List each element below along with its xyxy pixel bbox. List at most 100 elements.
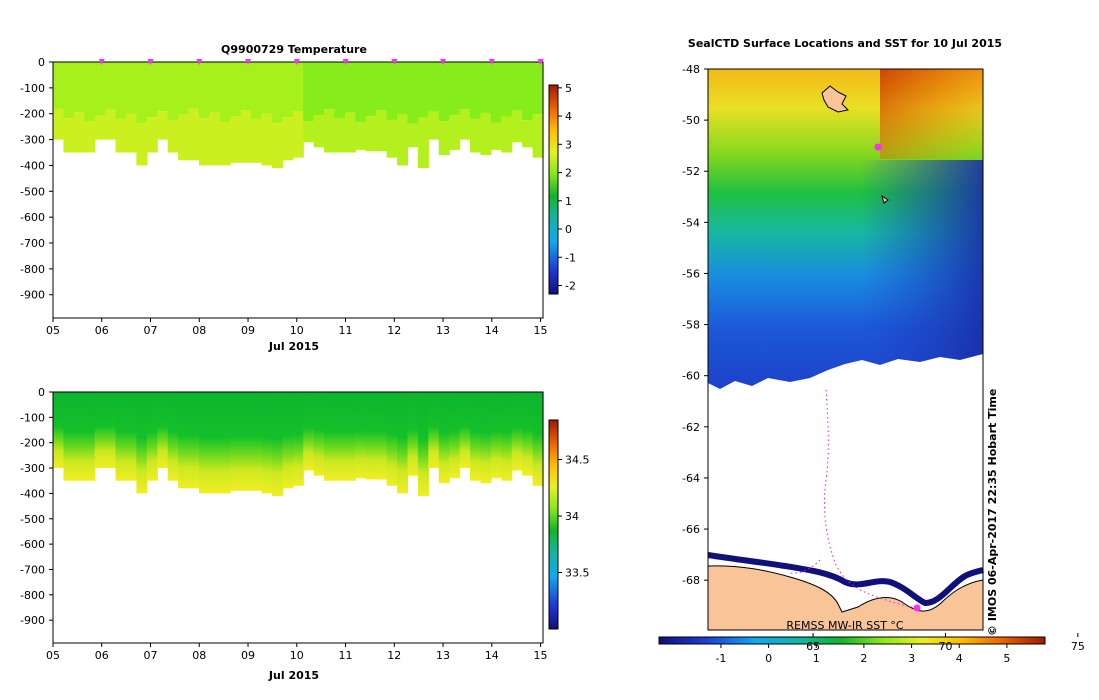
temp-cell [167, 62, 179, 121]
salinity-cell [198, 392, 210, 494]
temp-cell [376, 62, 388, 111]
lat-tick-label: -54 [682, 216, 700, 229]
map-colorbar-label: REMSS MW-IR SST °C [786, 619, 904, 632]
temp-cell [251, 62, 263, 120]
salinity-colorbar [548, 419, 559, 630]
temp-chart-title: Q9900729 Temperature [221, 43, 367, 56]
imos-credit: © IMOS 06-Apr-2017 22:35 Hobart Time [986, 389, 999, 636]
salinity-cell [376, 392, 388, 480]
y-tick-label: -800 [20, 263, 45, 276]
salinity-cell [303, 392, 315, 471]
salinity-cell [63, 392, 75, 481]
temp-cell [313, 115, 325, 148]
lat-tick-label: -60 [682, 370, 700, 383]
salinity-colorbar-ticks: 34.5 34 33.5 [558, 454, 590, 580]
colorbar-tick-label: 0 [565, 223, 572, 236]
profile-marker [537, 59, 544, 65]
salinity-cell [417, 392, 429, 496]
salinity-cell [209, 392, 221, 494]
temp-cell [324, 109, 336, 153]
y-tick-label: 0 [38, 386, 45, 399]
temp-colorbar-ticks: 5 4 3 2 1 0 -1 -2 [558, 82, 576, 293]
x-tick-label: 07 [144, 324, 158, 337]
temp-cell [449, 62, 461, 116]
map-title: SealCTD Surface Locations and SST for 10… [688, 37, 1002, 50]
temp-cell [480, 112, 492, 156]
temp-cell [209, 112, 221, 166]
temp-cell [84, 62, 96, 122]
x-tick-label: 15 [534, 324, 548, 337]
salinity-cell [178, 392, 190, 489]
profile-marker [440, 59, 447, 65]
salinity-plot-frame [52, 391, 544, 644]
colorbar-tick-label: 34.5 [565, 454, 590, 467]
salinity-cell [532, 392, 544, 486]
temp-cell [188, 108, 200, 161]
profile-marker [245, 59, 252, 65]
small-island [881, 194, 889, 204]
temp-section-fill [53, 62, 544, 169]
temp-cell [105, 62, 117, 110]
temp-cell [84, 121, 96, 153]
temp-cell [470, 118, 482, 153]
y-tick-label: -200 [20, 437, 45, 450]
temp-cell [115, 62, 127, 120]
temp-cell [365, 62, 377, 117]
profile-marker [293, 59, 300, 65]
temp-cell [198, 118, 210, 166]
profile-marker [98, 59, 105, 65]
salinity-cell [230, 392, 242, 491]
profile-marker [488, 59, 495, 65]
antarctica-land [708, 565, 983, 630]
salinity-cell [449, 392, 461, 479]
salinity-x-axis: 05 06 07 08 09 10 11 12 13 14 15 [46, 643, 548, 662]
temp-cell [344, 62, 356, 113]
x-tick-label: 10 [290, 324, 304, 337]
sst-celsius-label: 3 [908, 652, 915, 665]
x-tick-label: 08 [192, 324, 206, 337]
colorbar-tick-label: 5 [565, 82, 572, 95]
colorbar-tick-label: 2 [565, 167, 572, 180]
x-tick-label: 08 [192, 649, 206, 662]
salinity-cell [428, 392, 440, 469]
temp-cell [94, 62, 106, 116]
sst-fahrenheit-label: 75 [1071, 640, 1085, 653]
salinity-cell [324, 392, 336, 481]
y-tick-label: -700 [20, 563, 45, 576]
y-tick-label: -200 [20, 108, 45, 121]
salinity-cell [438, 392, 450, 484]
lat-tick-label: -62 [682, 421, 700, 434]
temp-cell [511, 62, 523, 111]
temp-cell [334, 118, 346, 153]
map-colorbar-ticks: -101234565707580 [715, 633, 1085, 665]
y-tick-label: -600 [20, 538, 45, 551]
temp-x-axis: 05 06 07 08 09 10 11 12 13 14 15 [46, 318, 548, 337]
salinity-cell [282, 392, 294, 489]
temp-cell [303, 62, 315, 121]
salinity-cell [240, 392, 252, 491]
temp-cell [490, 122, 502, 150]
temp-cell [73, 62, 85, 113]
salinity-cell [125, 392, 138, 481]
temp-cell [219, 62, 231, 122]
salinity-cell [522, 392, 534, 476]
coastline [707, 565, 984, 613]
temp-cell [73, 112, 85, 153]
salinity-cell [157, 392, 169, 469]
salinity-y-axis: 0 -100 -200 -300 -400 -500 -600 -700 -800 -900 [20, 386, 53, 627]
lat-tick-label: -52 [682, 165, 700, 178]
y-tick-label: -400 [20, 487, 45, 500]
temp-cell [407, 62, 419, 124]
sst-celsius-label: 1 [813, 652, 820, 665]
temp-cell [386, 62, 398, 120]
temp-cell [459, 62, 471, 110]
temp-cell [198, 62, 210, 119]
temp-cell [53, 62, 65, 109]
temp-cell [178, 114, 190, 161]
temp-cell [365, 116, 377, 152]
temp-cell [146, 117, 158, 153]
salinity-cell [386, 392, 398, 486]
temp-cell [532, 114, 544, 158]
sst-celsius-label: 4 [956, 652, 963, 665]
